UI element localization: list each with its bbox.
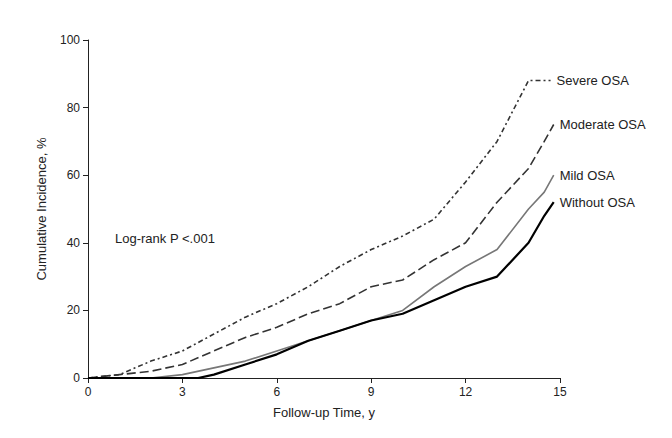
svg-text:40: 40 bbox=[67, 236, 81, 250]
svg-text:Without OSA: Without OSA bbox=[560, 195, 635, 210]
svg-text:12: 12 bbox=[459, 385, 473, 399]
svg-text:Log-rank P <.001: Log-rank P <.001 bbox=[115, 231, 215, 246]
svg-text:80: 80 bbox=[67, 101, 81, 115]
svg-text:3: 3 bbox=[179, 385, 186, 399]
svg-text:0: 0 bbox=[85, 385, 92, 399]
svg-text:Follow-up Time, y: Follow-up Time, y bbox=[273, 405, 375, 420]
svg-text:20: 20 bbox=[67, 303, 81, 317]
svg-text:Cumulative Incidence, %: Cumulative Incidence, % bbox=[34, 137, 49, 281]
svg-text:6: 6 bbox=[273, 385, 280, 399]
svg-text:100: 100 bbox=[60, 33, 80, 47]
svg-text:9: 9 bbox=[368, 385, 375, 399]
svg-text:Severe OSA: Severe OSA bbox=[557, 73, 630, 88]
svg-text:15: 15 bbox=[553, 385, 567, 399]
svg-text:0: 0 bbox=[73, 371, 80, 385]
svg-text:60: 60 bbox=[67, 168, 81, 182]
svg-text:Moderate OSA: Moderate OSA bbox=[560, 117, 646, 132]
svg-text:Mild OSA: Mild OSA bbox=[560, 168, 615, 183]
